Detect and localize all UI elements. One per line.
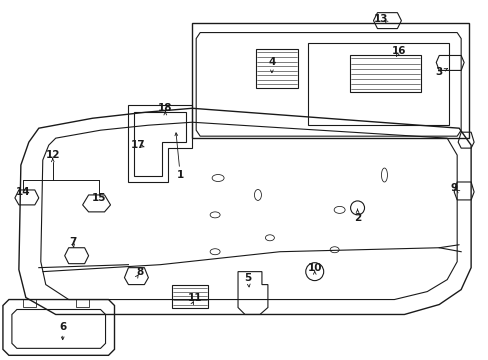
Text: 10: 10 xyxy=(307,263,321,273)
Text: 1: 1 xyxy=(176,170,183,180)
Text: 16: 16 xyxy=(391,45,406,55)
Text: 11: 11 xyxy=(187,293,202,302)
Text: 18: 18 xyxy=(158,103,172,113)
Text: 8: 8 xyxy=(137,267,144,276)
Text: 14: 14 xyxy=(16,187,30,197)
Text: 15: 15 xyxy=(91,193,105,203)
Text: 3: 3 xyxy=(435,67,442,77)
Text: 2: 2 xyxy=(353,213,361,223)
Text: 4: 4 xyxy=(267,58,275,67)
Text: 12: 12 xyxy=(45,150,60,160)
Text: 17: 17 xyxy=(131,140,145,150)
Text: 7: 7 xyxy=(69,237,76,247)
Text: 5: 5 xyxy=(244,273,251,283)
Text: 6: 6 xyxy=(59,323,66,332)
Text: 9: 9 xyxy=(450,183,457,193)
Text: 13: 13 xyxy=(373,14,388,24)
